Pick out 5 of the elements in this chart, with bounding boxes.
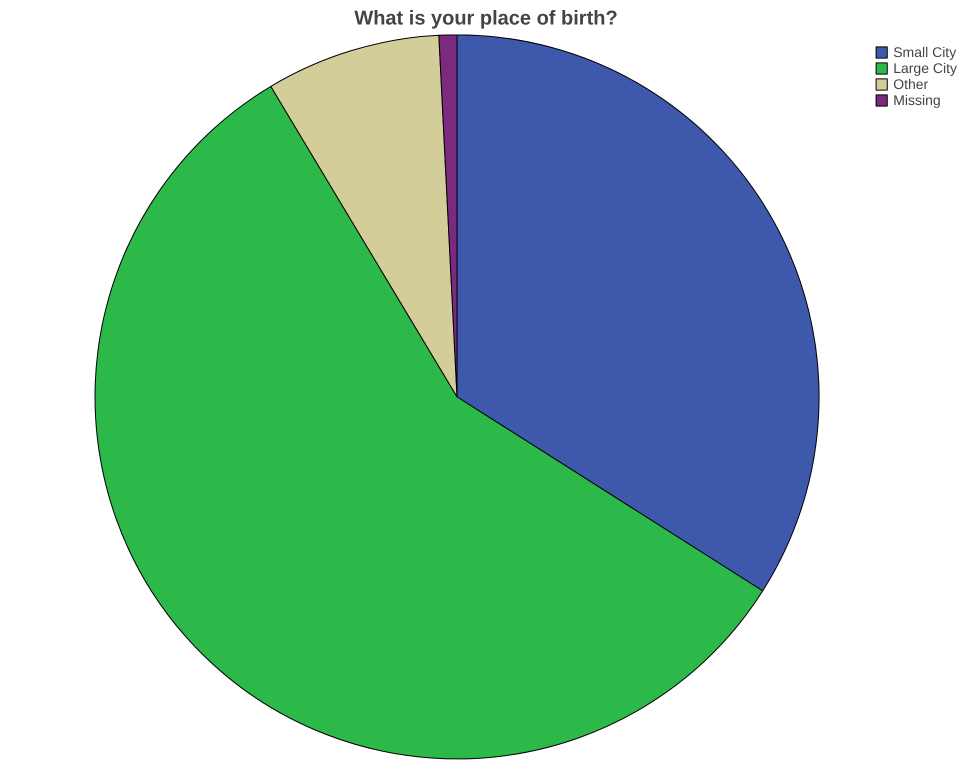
chart-title: What is your place of birth? (354, 8, 618, 30)
legend-label: Other (893, 76, 928, 92)
legend-label: Small City (893, 44, 956, 60)
legend-label: Large City (893, 60, 957, 76)
legend-label: Missing (893, 92, 941, 108)
